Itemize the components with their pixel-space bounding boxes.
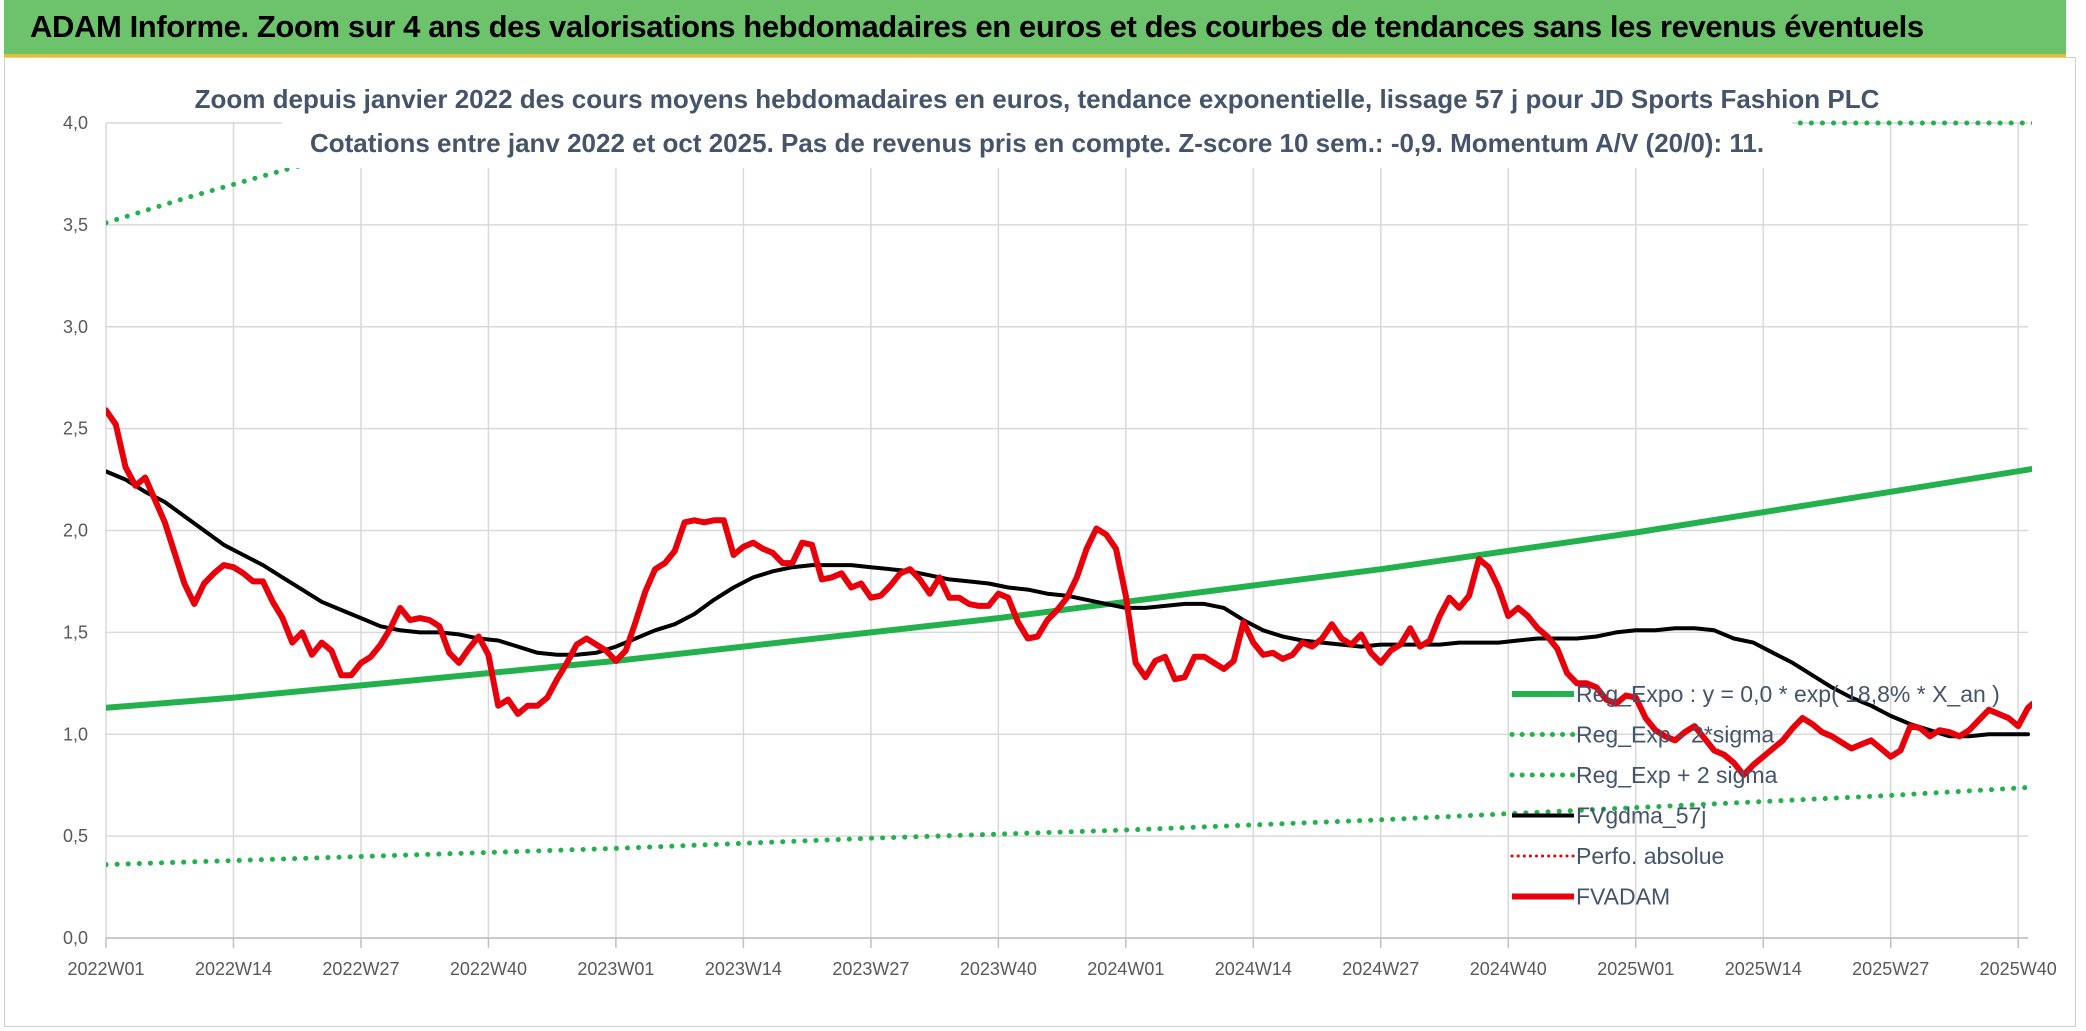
chart-axes: 0,0 0,5 1,0 1,5 2,0 2,5 3,0 3,5 4,0 2022W01 2022W1… — [63, 113, 2057, 979]
legend-label: Reg_Exp - 2*sigma — [1576, 722, 1774, 748]
y-tick-label: 1,0 — [63, 724, 88, 744]
series-reg-expo-y-0-0-exp-18-8-x-an — [106, 465, 2032, 711]
chart-legend: Reg_Expo : y = 0,0 * exp( 18,8% * X_an )… — [1509, 681, 2000, 910]
x-tick-label: 2022W40 — [450, 959, 527, 979]
y-tick-label: 0,0 — [63, 928, 88, 948]
legend-label: Perfo. absolue — [1576, 843, 1724, 869]
x-tick-label: 2025W27 — [1852, 959, 1929, 979]
x-tick-label: 2024W27 — [1342, 959, 1419, 979]
y-tick-label: 3,0 — [63, 317, 88, 337]
x-tick-label: 2025W14 — [1725, 959, 1802, 979]
x-tick-label: 2023W27 — [832, 959, 909, 979]
x-tick-label: 2022W01 — [67, 959, 144, 979]
x-tick-label: 2024W01 — [1087, 959, 1164, 979]
report-header: ADAM Informe. Zoom sur 4 ans des valoris… — [4, 0, 2066, 57]
y-tick-label: 1,5 — [63, 622, 88, 642]
y-tick-label: 2,5 — [63, 419, 88, 439]
chart-subtitle-2: Cotations entre janv 2022 et oct 2025. P… — [310, 128, 1764, 158]
legend-label: Reg_Exp + 2 sigma — [1576, 762, 1778, 788]
x-tick-label: 2023W40 — [960, 959, 1037, 979]
y-tick-label: 2,0 — [63, 521, 88, 541]
chart-grid — [105, 122, 2028, 939]
x-tick-label: 2023W14 — [705, 959, 782, 979]
chart-subtitle-1: Zoom depuis janvier 2022 des cours moyen… — [195, 84, 1880, 114]
x-tick-label: 2024W14 — [1215, 959, 1292, 979]
report-title: ADAM Informe. Zoom sur 4 ans des valoris… — [30, 9, 1924, 44]
chart-series — [106, 120, 2032, 868]
x-tick-label: 2023W01 — [577, 959, 654, 979]
x-tick-label: 2025W40 — [1980, 959, 2057, 979]
x-tick-label: 2025W01 — [1597, 959, 1674, 979]
x-tick-label: 2022W14 — [195, 959, 272, 979]
subtitle-mask — [282, 78, 1792, 168]
series-fvadam — [106, 407, 2032, 778]
y-tick-label: 3,5 — [63, 215, 88, 235]
legend-label: FVADAM — [1576, 884, 1670, 910]
chart-frame — [4, 57, 2076, 1027]
y-tick-label: 0,5 — [63, 826, 88, 846]
x-tick-label: 2024W40 — [1470, 959, 1547, 979]
y-tick-label: 4,0 — [63, 113, 88, 133]
legend-label: FVgdma_57j — [1576, 803, 1706, 829]
series-reg-exp-2-sigma — [106, 784, 2032, 868]
x-tick-label: 2022W27 — [322, 959, 399, 979]
legend-label: Reg_Expo : y = 0,0 * exp( 18,8% * X_an ) — [1576, 681, 2000, 707]
